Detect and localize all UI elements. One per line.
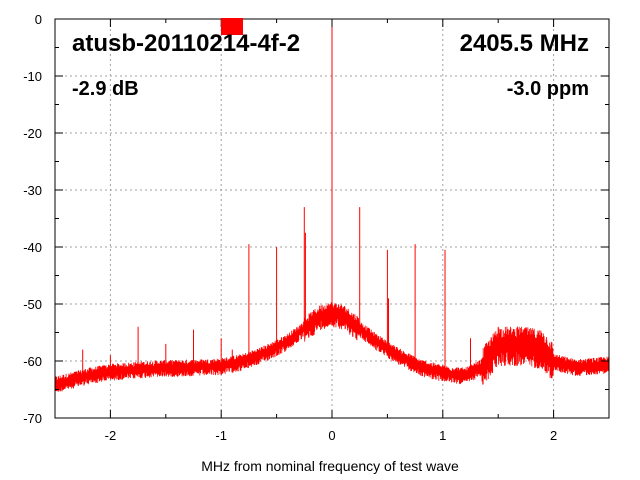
noise-floor-trace — [54, 302, 610, 392]
x-tick-label: 0 — [328, 428, 335, 443]
x-tick-label: 1 — [439, 428, 446, 443]
x-tick-label: -2 — [105, 428, 117, 443]
y-tick-label: -40 — [23, 240, 42, 255]
y-tick-label: -30 — [23, 183, 42, 198]
y-tick-labels: 0 -10 -20 -30 -40 -50 -60 -70 — [23, 12, 42, 426]
chart-title: atusb-20110214-4f-2 — [72, 30, 300, 57]
spectrum-trace — [54, 19, 610, 392]
y-tick-label: -50 — [23, 297, 42, 312]
y-tick-label: -10 — [23, 69, 42, 84]
x-tick-label: -1 — [215, 428, 227, 443]
x-tick-label: 2 — [550, 428, 557, 443]
x-tick-labels: -2 -1 0 1 2 — [105, 428, 558, 443]
y-tick-label: -70 — [23, 411, 42, 426]
level-label: -2.9 dB — [72, 78, 139, 100]
y-tick-label: 0 — [35, 12, 42, 27]
offset-label: -3.0 ppm — [507, 78, 589, 100]
marker-square — [221, 18, 243, 35]
frequency-label: 2405.5 MHz — [460, 30, 589, 57]
y-tick-label: -60 — [23, 354, 42, 369]
y-tick-label: -20 — [23, 126, 42, 141]
x-axis-label: MHz from nominal frequency of test wave — [201, 458, 459, 474]
